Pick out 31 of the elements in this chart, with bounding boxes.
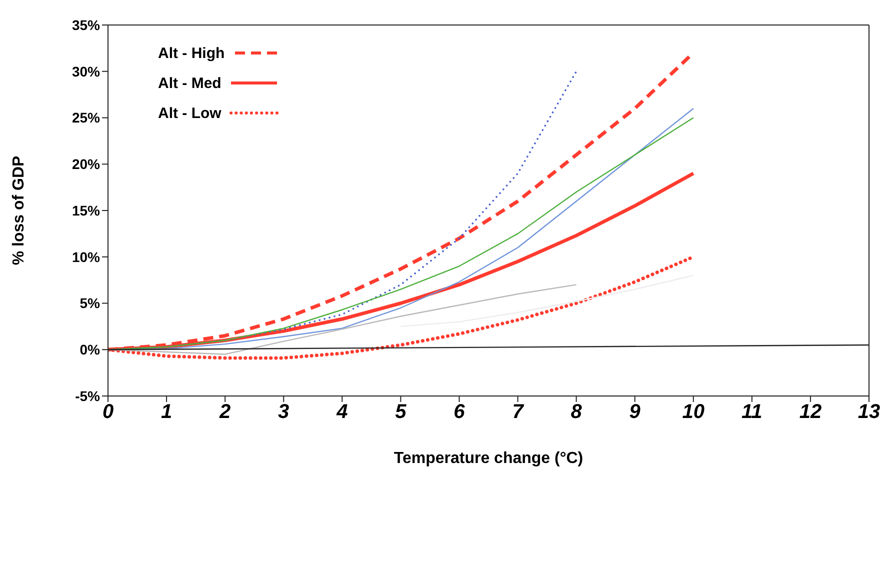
- legend-label: Alt - Low: [158, 104, 222, 122]
- x-tick-label: 11: [742, 401, 762, 424]
- y-tick-label: 0%: [80, 342, 101, 358]
- legend-label: Alt - High: [158, 44, 225, 62]
- x-tick-label: 1: [160, 401, 172, 424]
- x-tick-label: 2: [218, 401, 231, 424]
- y-tick-label: 30%: [72, 63, 101, 80]
- y-tick-label: 25%: [72, 110, 101, 126]
- x-tick-label: 10: [682, 401, 705, 424]
- x-tick-label: 9: [629, 401, 642, 424]
- y-tick-label: -5%: [75, 388, 101, 404]
- x-tick-label: 8: [570, 401, 583, 424]
- y-axis-title: % loss of GDP: [10, 156, 28, 266]
- x-tick-label: 6: [454, 401, 466, 424]
- x-tick-label: 7: [512, 401, 524, 424]
- y-tick-label: 20%: [72, 156, 101, 172]
- x-tick-label: 0: [102, 401, 114, 424]
- line-series: [400, 274, 694, 328]
- line-series: [108, 284, 577, 355]
- x-tick-label: 3: [278, 401, 290, 424]
- y-tick-label: 5%: [80, 295, 101, 312]
- x-tick-label: 5: [395, 401, 408, 424]
- legend-label: Alt - Med: [158, 74, 222, 92]
- y-tick-label: 15%: [72, 202, 101, 218]
- line-series: [108, 70, 578, 351]
- x-tick-label: 12: [799, 401, 822, 424]
- x-tick-label: 13: [858, 401, 880, 424]
- y-tick-label: 35%: [72, 16, 101, 33]
- x-axis-title: Temperature change (°C): [394, 450, 584, 467]
- y-tick-label: 10%: [72, 248, 101, 265]
- x-tick-label: 4: [336, 401, 348, 424]
